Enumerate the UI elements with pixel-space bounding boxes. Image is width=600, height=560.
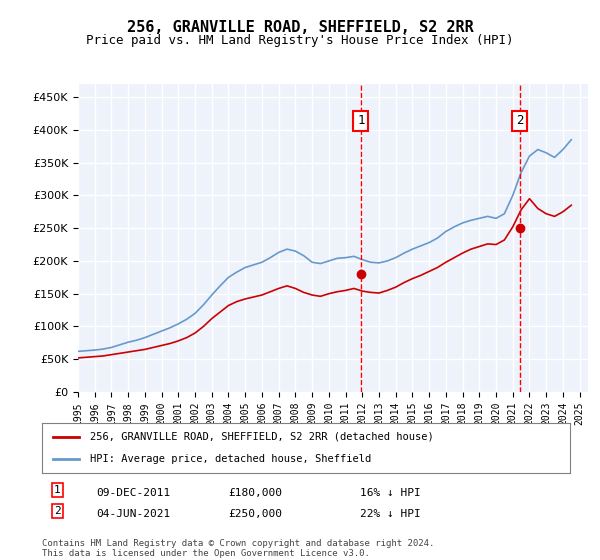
- Text: 22% ↓ HPI: 22% ↓ HPI: [360, 509, 421, 519]
- Text: 04-JUN-2021: 04-JUN-2021: [96, 509, 170, 519]
- Text: 1: 1: [357, 114, 365, 128]
- Text: Price paid vs. HM Land Registry's House Price Index (HPI): Price paid vs. HM Land Registry's House …: [86, 34, 514, 46]
- Text: 09-DEC-2011: 09-DEC-2011: [96, 488, 170, 498]
- Text: HPI: Average price, detached house, Sheffield: HPI: Average price, detached house, Shef…: [89, 454, 371, 464]
- Text: 256, GRANVILLE ROAD, SHEFFIELD, S2 2RR (detached house): 256, GRANVILLE ROAD, SHEFFIELD, S2 2RR (…: [89, 432, 433, 442]
- Text: Contains HM Land Registry data © Crown copyright and database right 2024.
This d: Contains HM Land Registry data © Crown c…: [42, 539, 434, 558]
- Text: 2: 2: [54, 506, 61, 516]
- Text: 16% ↓ HPI: 16% ↓ HPI: [360, 488, 421, 498]
- Text: 1: 1: [54, 485, 61, 495]
- Text: 2: 2: [516, 114, 524, 128]
- Text: £250,000: £250,000: [228, 509, 282, 519]
- Text: £180,000: £180,000: [228, 488, 282, 498]
- Text: 256, GRANVILLE ROAD, SHEFFIELD, S2 2RR: 256, GRANVILLE ROAD, SHEFFIELD, S2 2RR: [127, 20, 473, 35]
